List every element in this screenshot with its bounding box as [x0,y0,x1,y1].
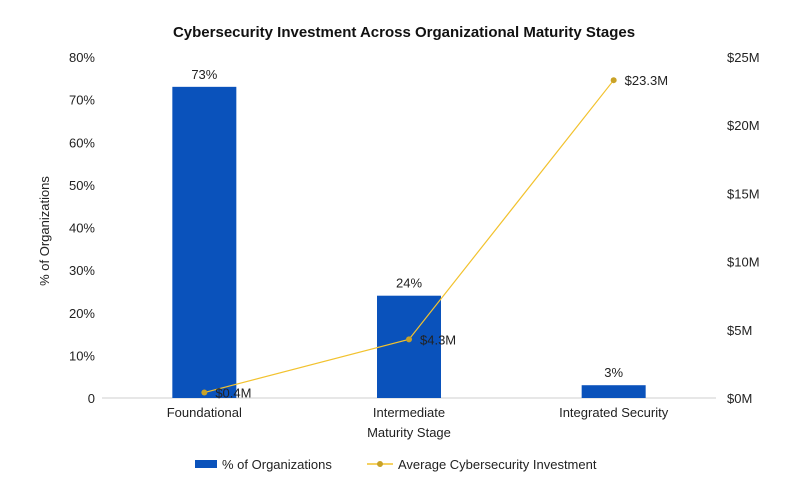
y-tick-label: 10% [69,348,95,363]
y2-tick-label: $25M [727,50,760,65]
bar-data-labels: 73% 24% 3% [191,67,623,380]
line-data-labels: $0.4M $4.3M $23.3M [215,73,668,400]
y2-tick-label: $0M [727,391,752,406]
chart-title: Cybersecurity Investment Across Organiza… [173,24,635,41]
line-series [201,77,617,396]
y-tick-label: 60% [69,135,95,150]
bar-series [172,86,646,399]
y-tick-label: 20% [69,306,95,321]
legend-label-bars: % of Organizations [222,457,332,472]
bar-value-label: 24% [396,276,422,291]
x-tick-label: Intermediate [373,405,445,420]
line-point [201,389,208,396]
bar [581,385,646,398]
x-tick-label: Integrated Security [559,405,669,420]
bar-value-label: 73% [191,67,217,82]
line-value-label: $4.3M [420,332,456,347]
bar-value-label: 3% [604,365,623,380]
legend-label-line: Average Cybersecurity Investment [398,457,597,472]
y-tick-label: 50% [69,178,95,193]
y-tick-label: 70% [69,93,95,108]
y-axis-label: % of Organizations [37,176,52,286]
legend-swatch-bars [195,460,217,468]
x-axis-categories: Foundational Intermediate Integrated Secur… [167,405,669,420]
x-tick-label: Foundational [167,405,242,420]
y-tick-label: 80% [69,50,95,65]
bar [172,86,237,399]
line-point [610,77,617,84]
y2-tick-label: $20M [727,118,760,133]
line-value-label: $0.4M [215,386,251,401]
y-axis-right: $0M $5M $10M $15M $20M $25M [727,50,760,406]
line-value-label: $23.3M [625,73,668,88]
y2-tick-label: $5M [727,323,752,338]
x-axis-label: Maturity Stage [367,425,451,440]
y-tick-label: 40% [69,221,95,236]
y-axis-left: 0 10% 20% 30% 40% 50% 60% 70% 80% [69,50,95,406]
y-tick-label: 30% [69,263,95,278]
line-point [406,336,412,343]
y2-tick-label: $10M [727,255,760,270]
legend-marker-line [377,461,383,467]
legend: % of Organizations Average Cybersecurity… [195,457,597,472]
y-tick-label: 0 [88,391,95,406]
y2-tick-label: $15M [727,186,760,201]
